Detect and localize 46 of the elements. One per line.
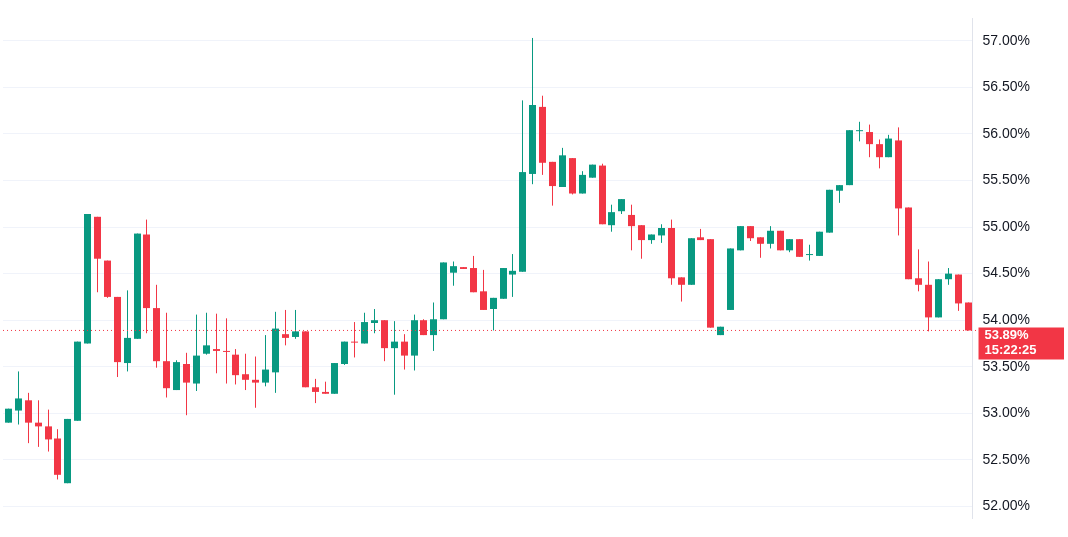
candlestick [628, 204, 635, 251]
candlestick [490, 297, 497, 331]
y-tick-label: 57.00% [982, 31, 1030, 48]
y-tick-label: 55.50% [982, 171, 1030, 188]
candlestick [658, 223, 665, 244]
candlestick [45, 409, 52, 453]
candlestick [767, 225, 774, 249]
candlestick [252, 356, 259, 409]
candlestick [678, 276, 685, 303]
candlestick [203, 312, 210, 356]
y-tick-label: 53.50% [982, 357, 1030, 374]
y-tick-label: 52.50% [982, 450, 1030, 467]
candlestick [401, 333, 408, 371]
candlestick [806, 244, 813, 262]
candlestick [915, 248, 922, 292]
candlestick [312, 378, 319, 404]
ref-line-label: 53.89% [984, 327, 1030, 343]
candlestick [242, 353, 249, 391]
candlestick [371, 308, 378, 334]
candlestick [232, 348, 239, 385]
candlestick [292, 309, 299, 340]
candlestick [480, 269, 487, 311]
candlestick [856, 121, 863, 142]
y-tick-label: 55.00% [982, 217, 1030, 234]
candlestick [608, 204, 615, 233]
candlestick [509, 253, 516, 298]
candlestick [450, 261, 457, 287]
candlestick [866, 124, 873, 158]
candlestick [183, 352, 190, 416]
candlestick [430, 302, 437, 352]
y-tick-label: 54.00% [982, 311, 1030, 328]
candlestick [757, 236, 764, 259]
candlestick [876, 138, 883, 169]
y-tick-label: 52.00% [982, 497, 1030, 514]
candlestick [25, 392, 32, 444]
y-tick-label: 53.00% [982, 404, 1030, 421]
y-tick-label: 54.50% [982, 264, 1030, 281]
candlestick [361, 312, 368, 344]
text: 15:22:25 [984, 342, 1037, 358]
candlestick [391, 320, 398, 396]
candlestick [638, 224, 645, 260]
candlestick [262, 334, 269, 387]
candlestick [15, 370, 22, 426]
y-tick-label: 56.50% [982, 78, 1030, 95]
candlestick [579, 170, 586, 195]
y-tick-label: 56.00% [982, 124, 1030, 141]
